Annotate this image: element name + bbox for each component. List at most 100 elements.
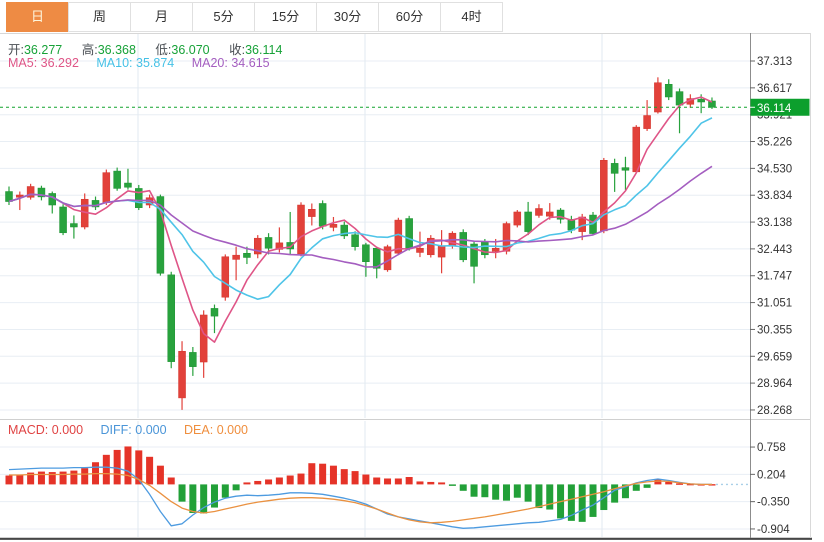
candle-body bbox=[156, 196, 165, 274]
macd-axis-label: 0.758 bbox=[757, 442, 786, 454]
candle-body bbox=[16, 194, 24, 198]
candle-body bbox=[26, 186, 35, 198]
candle-body bbox=[621, 167, 630, 171]
macd-histogram-bar bbox=[70, 470, 78, 485]
current-price-badge bbox=[750, 98, 810, 116]
dea-line bbox=[9, 472, 712, 524]
price-axis-label: 28.964 bbox=[757, 378, 793, 390]
candle-body bbox=[124, 182, 132, 188]
low-value: 低:36.070 bbox=[155, 43, 210, 57]
open-value: 开:36.277 bbox=[8, 43, 63, 57]
macd-histogram-bar bbox=[632, 484, 640, 491]
candle-body bbox=[405, 218, 413, 249]
price-axis-label: 36.617 bbox=[757, 83, 792, 95]
candle-body bbox=[340, 224, 349, 237]
macd-histogram-bar bbox=[654, 479, 662, 485]
macd-histogram-bar bbox=[621, 484, 629, 499]
macd-histogram-bar bbox=[351, 471, 359, 485]
price-axis-label: 34.530 bbox=[757, 163, 792, 175]
candle-body bbox=[600, 160, 608, 232]
macd-histogram-bar bbox=[535, 484, 543, 509]
candle-body bbox=[221, 256, 230, 298]
macd-histogram-bar bbox=[146, 456, 154, 485]
tab-60min[interactable]: 60分 bbox=[378, 2, 441, 32]
macd-histogram-bar bbox=[308, 463, 316, 485]
candle-body bbox=[167, 274, 175, 362]
macd-histogram-bar bbox=[221, 484, 229, 498]
candle-body bbox=[643, 115, 651, 129]
price-axis-label: 31.747 bbox=[757, 271, 792, 283]
macd-histogram-bar bbox=[329, 465, 337, 485]
tab-30min[interactable]: 30分 bbox=[316, 2, 379, 32]
ma20-line bbox=[8, 165, 713, 268]
macd-histogram-bar bbox=[340, 469, 348, 485]
tab-month[interactable]: 月 bbox=[130, 2, 193, 32]
macd-histogram-bar bbox=[448, 484, 456, 486]
candle-body bbox=[513, 211, 522, 226]
macd-histogram-bar bbox=[427, 481, 435, 485]
macd-histogram-bar bbox=[113, 449, 121, 485]
candle-body bbox=[59, 206, 67, 234]
macd-histogram-bar bbox=[384, 478, 392, 485]
candle-body bbox=[253, 237, 262, 255]
macd-axis-label: -0.904 bbox=[757, 524, 790, 536]
macd-histogram-bar bbox=[589, 484, 597, 517]
price-axis-label: 37.313 bbox=[757, 56, 792, 68]
price-axis-label: 33.138 bbox=[757, 217, 792, 229]
ma-info-row: MA5: 36.292 MA10: 35.874 MA20: 34.615 bbox=[8, 56, 270, 70]
tab-day[interactable]: 日 bbox=[6, 2, 69, 32]
macd-axis-label: 0.204 bbox=[757, 469, 786, 481]
macd-histogram-bar bbox=[156, 465, 164, 485]
macd-histogram-bar bbox=[167, 477, 175, 485]
macd-histogram-bar bbox=[275, 477, 283, 485]
candle-body bbox=[491, 247, 500, 252]
candle-body bbox=[416, 247, 424, 253]
candle-body bbox=[437, 245, 446, 258]
macd-histogram-bar bbox=[16, 474, 24, 485]
macd-histogram-bar bbox=[416, 481, 424, 485]
macd-histogram-bar bbox=[59, 471, 67, 485]
candle-body bbox=[91, 200, 100, 208]
candle-body bbox=[470, 243, 478, 267]
candle-body bbox=[697, 99, 705, 103]
macd-histogram-bar bbox=[81, 468, 89, 485]
price-axis-label: 35.226 bbox=[757, 137, 792, 149]
candle-body bbox=[632, 126, 641, 173]
price-axis-label: 30.355 bbox=[757, 324, 792, 336]
candle-body bbox=[524, 211, 532, 232]
macd-histogram-bar bbox=[438, 482, 446, 485]
macd-histogram-bar bbox=[286, 475, 294, 485]
macd-histogram-bar bbox=[297, 473, 305, 485]
macd-histogram-bar bbox=[210, 484, 218, 508]
ma5-value: MA5: 36.292 bbox=[8, 56, 79, 70]
dea-value: DEA: 0.000 bbox=[184, 423, 248, 437]
candle-body bbox=[556, 209, 565, 220]
macd-histogram-bar bbox=[611, 484, 619, 503]
high-value: 高:36.368 bbox=[81, 43, 136, 57]
candle-body bbox=[318, 203, 327, 227]
macd-axis-label: -0.350 bbox=[757, 497, 790, 509]
candle-body bbox=[664, 84, 673, 98]
candle-body bbox=[362, 244, 370, 262]
macd-histogram-bar bbox=[665, 481, 673, 485]
candle-body bbox=[535, 208, 543, 216]
candle-body bbox=[178, 350, 186, 399]
macd-histogram-bar bbox=[37, 471, 45, 485]
tab-15min[interactable]: 15分 bbox=[254, 2, 317, 32]
macd-histogram-bar bbox=[643, 484, 651, 488]
macd-histogram-bar bbox=[200, 484, 208, 514]
macd-histogram-bar bbox=[502, 484, 510, 501]
timeframe-tabbar: 日周月 5分 15分 30分 60分 4时 bbox=[6, 2, 503, 32]
tab-4hour[interactable]: 4时 bbox=[440, 2, 503, 32]
macd-histogram-bar bbox=[567, 484, 575, 521]
candle-body bbox=[675, 91, 684, 106]
tab-week[interactable]: 周 bbox=[68, 2, 131, 32]
macd-histogram-bar bbox=[243, 482, 251, 485]
tab-5min[interactable]: 5分 bbox=[192, 2, 255, 32]
macd-histogram-bar bbox=[578, 484, 586, 522]
candle-body bbox=[297, 204, 305, 255]
macd-histogram-bar bbox=[686, 483, 694, 486]
price-axis-label: 33.834 bbox=[757, 190, 793, 202]
candle-body bbox=[308, 209, 316, 217]
